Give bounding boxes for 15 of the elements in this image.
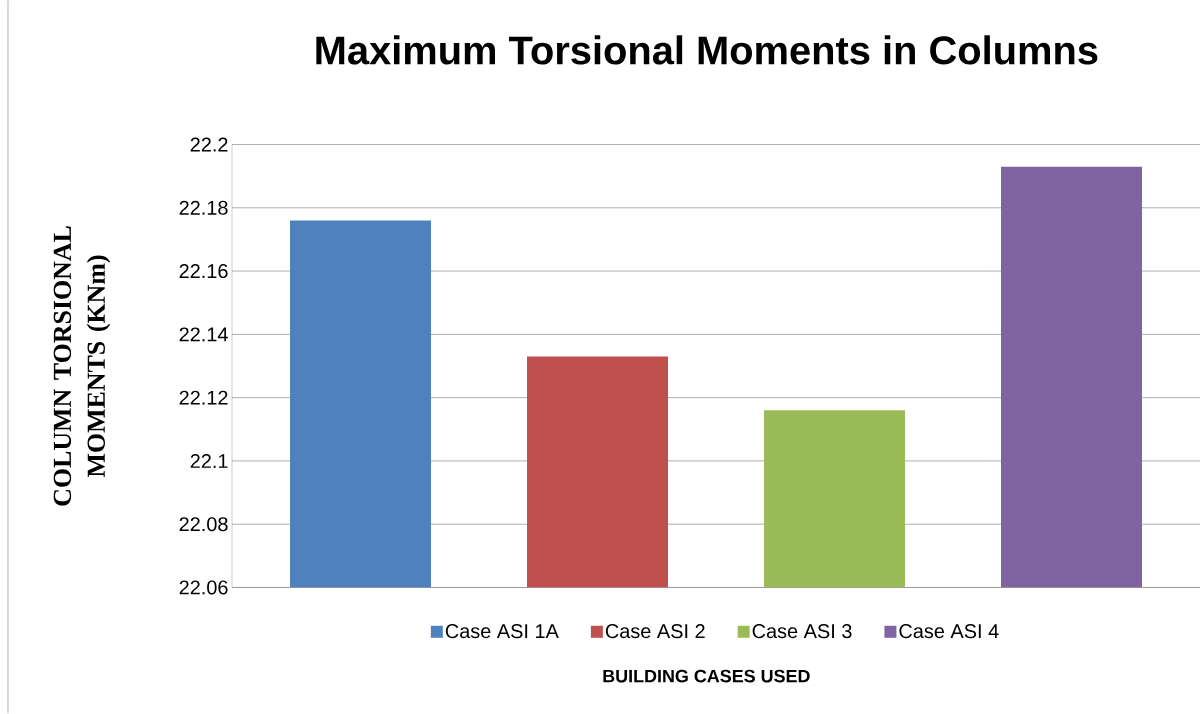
y-tick-label: 22.1	[190, 453, 228, 468]
legend-label: Case ASI 1A	[445, 624, 559, 639]
x-axis-title: BUILDING CASES USED	[603, 669, 810, 683]
legend-label: Case ASI 2	[605, 624, 705, 639]
y-tick-label: 22.14	[179, 327, 228, 342]
y-tick-label: 22.16	[179, 264, 228, 279]
y-tick-label: 22.06	[179, 580, 228, 595]
y-tick-label: 22.18	[179, 200, 228, 215]
y-tick-label: 22.08	[179, 517, 228, 532]
chart-title: Maximum Torsional Moments in Columns	[316, 35, 1098, 65]
legend-label: Case ASI 3	[752, 624, 852, 639]
y-tick-label: 22.2	[190, 137, 228, 152]
y-axis-title: COLUMN TORSIONAL MOMENTS (KNm)	[53, 226, 111, 506]
legend-label: Case ASI 4	[899, 624, 999, 639]
y-tick-label: 22.12	[179, 390, 228, 405]
